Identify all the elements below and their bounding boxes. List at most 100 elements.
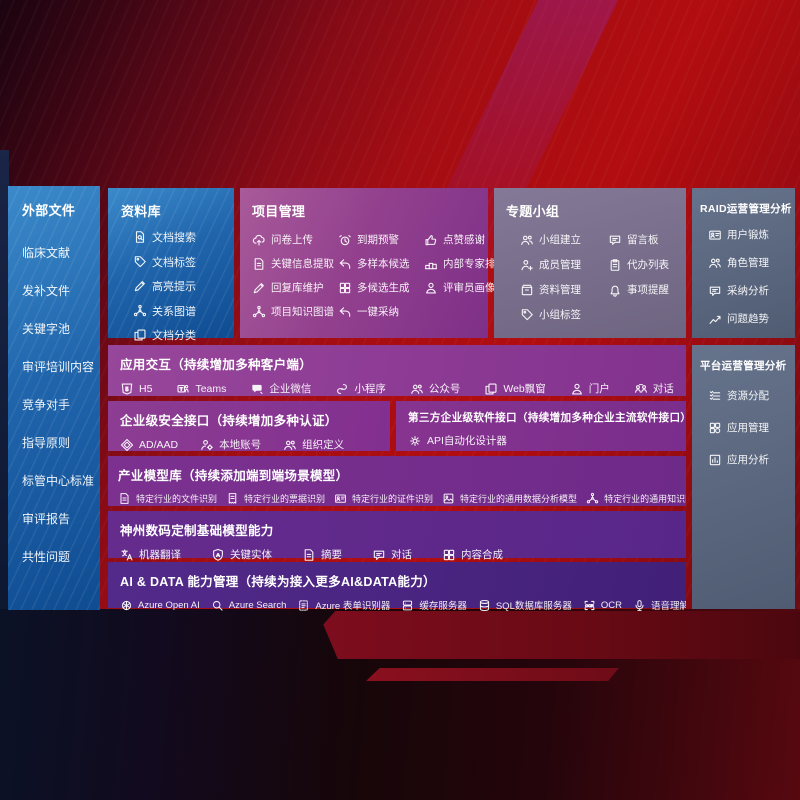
- panel-project-management: 项目管理 问卷上传 到期预警 点赞感谢 关键信息提取 多样本候选 内部专家排名 回复库维护多…: [240, 188, 506, 338]
- list-item: 发补文件: [22, 284, 71, 298]
- service-item: SQL数据库服务器: [478, 598, 572, 612]
- feature-item: 文档分类: [133, 327, 234, 343]
- service-item: Azure 表单识别器: [297, 598, 390, 612]
- data-analysis-icon: [442, 492, 455, 505]
- trend-icon: [708, 312, 722, 326]
- band-title: 产业模型库（持续添加端到端场景模型）: [118, 469, 349, 483]
- feature-item: 内部专家排名: [424, 256, 506, 271]
- list-item: 指导原则: [22, 436, 71, 450]
- feature-item: 一键采纳: [338, 304, 424, 319]
- client-item: Teams: [176, 382, 226, 396]
- list-item: 关键字池: [22, 322, 71, 336]
- feature-item: 文档搜索: [133, 229, 234, 245]
- client-item: 公众号: [410, 381, 460, 396]
- panel-platform-analysis: 平台运营管理分析 资源分配 应用管理 应用分析: [692, 345, 795, 609]
- feature-item: 应用管理: [708, 420, 795, 435]
- panel-title: 平台运营管理分析: [700, 360, 787, 372]
- ranking-icon: [424, 257, 438, 271]
- doc-category-icon: [133, 328, 147, 342]
- feature-item: 用户锻炼: [708, 227, 795, 242]
- feature-item: 资料管理: [520, 282, 608, 297]
- model-item: 特定行业的证件识别: [334, 492, 433, 505]
- band-title: 企业级安全接口（持续增加多种认证）: [120, 414, 338, 428]
- library-items: 文档搜索 文档标签 高亮提示 关系图谱 文档分类: [133, 229, 234, 343]
- feature-item: 多候选生成: [338, 280, 424, 295]
- feature-item: 代办列表: [608, 257, 686, 272]
- capability-item: 内容合成: [442, 547, 503, 562]
- model-item: 特定行业的文件识别: [118, 492, 217, 505]
- client-item: 对话: [634, 381, 674, 396]
- doc-extract-icon: [252, 257, 266, 271]
- background-desk-strip: [366, 668, 619, 681]
- feature-item: 小组建立: [520, 232, 608, 247]
- list-item: 竞争对手: [22, 398, 71, 412]
- band-industry-models: 产业模型库（持续添加端到端场景模型） 特定行业的文件识别 特定行业的票据识别 特定行…: [108, 456, 686, 506]
- highlighter-icon: [133, 279, 147, 293]
- api-gear-icon: [408, 434, 422, 448]
- platform-items: 资源分配 应用管理 应用分析: [708, 388, 795, 467]
- pen-icon: [252, 281, 266, 295]
- model-item: 特定行业的票据识别: [226, 492, 325, 505]
- feature-item: 关系图谱: [133, 303, 234, 319]
- security-items: AD/AAD 本地账号 组织定义: [120, 437, 390, 452]
- band-thirdparty-interface: 第三方企业级软件接口（持续增加多种企业主流软件接口） API自动化设计器: [396, 401, 691, 451]
- relation-graph-icon: [133, 304, 147, 318]
- person-add-icon: [520, 258, 534, 272]
- service-item: Azure Search: [211, 599, 286, 612]
- summary-icon: [302, 548, 316, 562]
- wechat-work-icon: [250, 382, 264, 396]
- list-item: 审评培训内容: [22, 360, 95, 374]
- panel-title: 资料库: [121, 204, 161, 219]
- base-model-items: 机器翻译 关键实体 摘要 对话 内容合成: [120, 547, 686, 562]
- azure-search-icon: [211, 599, 224, 612]
- feature-item: 成员管理: [520, 257, 608, 272]
- official-account-icon: [410, 382, 424, 396]
- band-app-interaction: 应用交互（持续增加多种客户端） H5 Teams 企业微信 小程序 公众号 Web飘窗 门户…: [108, 345, 686, 396]
- h5-icon: [120, 382, 134, 396]
- feature-item: 回复库维护: [252, 280, 338, 295]
- model-item: 特定行业的通用知识图谱模型: [586, 492, 686, 505]
- capability-item: 关键实体: [211, 547, 272, 562]
- feature-item: 留言板: [608, 232, 686, 247]
- capability-item: 对话: [372, 547, 412, 562]
- thirdparty-items: API自动化设计器: [408, 433, 686, 448]
- ad-shield-icon: [120, 438, 134, 452]
- background-bottom: [0, 609, 800, 800]
- interaction-items: H5 Teams 企业微信 小程序 公众号 Web飘窗 门户 对话: [120, 381, 686, 396]
- entity-icon: [211, 548, 225, 562]
- capability-item: 机器翻译: [120, 547, 181, 562]
- form-recognizer-icon: [297, 599, 310, 612]
- client-item: H5: [120, 382, 152, 396]
- model-item: 特定行业的通用数据分析模型: [442, 492, 577, 505]
- feature-item: 到期预警: [338, 232, 424, 247]
- client-item: 企业微信: [250, 381, 311, 396]
- web-window-icon: [484, 382, 498, 396]
- feature-item: 高亮提示: [133, 278, 234, 294]
- interface-item: API自动化设计器: [408, 433, 507, 448]
- sql-database-icon: [478, 599, 491, 612]
- feature-item: 项目知识图谱: [252, 304, 338, 319]
- band-ai-data: AI & DATA 能力管理（持续为接入更多AI&DATA能力） Azure O…: [108, 562, 686, 612]
- list-icon: [708, 389, 722, 403]
- client-item: 小程序: [335, 381, 386, 396]
- multi-sample-icon: [338, 257, 352, 271]
- client-item: Web飘窗: [484, 381, 546, 396]
- people-icon: [708, 256, 722, 270]
- service-item: Azure Open AI: [120, 599, 200, 612]
- band-title: 应用交互（持续增加多种客户端）: [120, 358, 313, 372]
- tag-icon: [520, 308, 534, 322]
- portal-icon: [570, 382, 584, 396]
- auth-item: 本地账号: [200, 437, 261, 452]
- list-item: 审评报告: [22, 512, 71, 526]
- band-title: AI & DATA 能力管理（持续为接入更多AI&DATA能力）: [120, 575, 436, 589]
- service-item: 缓存服务器: [401, 598, 467, 612]
- id-card-icon: [334, 492, 347, 505]
- external-file-list: 临床文献 发补文件 关键字池 审评培训内容 竞争对手 指导原则 标管中心标准 审评报告 共性问题: [22, 244, 100, 565]
- feature-item: 问卷上传: [252, 232, 338, 247]
- speech-icon: [633, 599, 646, 612]
- panel-raid-analysis: RAID运营管理分析 用户锻炼 角色管理 采纳分析 问题趋势: [692, 188, 795, 338]
- panel-library: 资料库 文档搜索 文档标签 高亮提示 关系图谱 文档分类: [108, 188, 234, 342]
- clipboard-icon: [608, 258, 622, 272]
